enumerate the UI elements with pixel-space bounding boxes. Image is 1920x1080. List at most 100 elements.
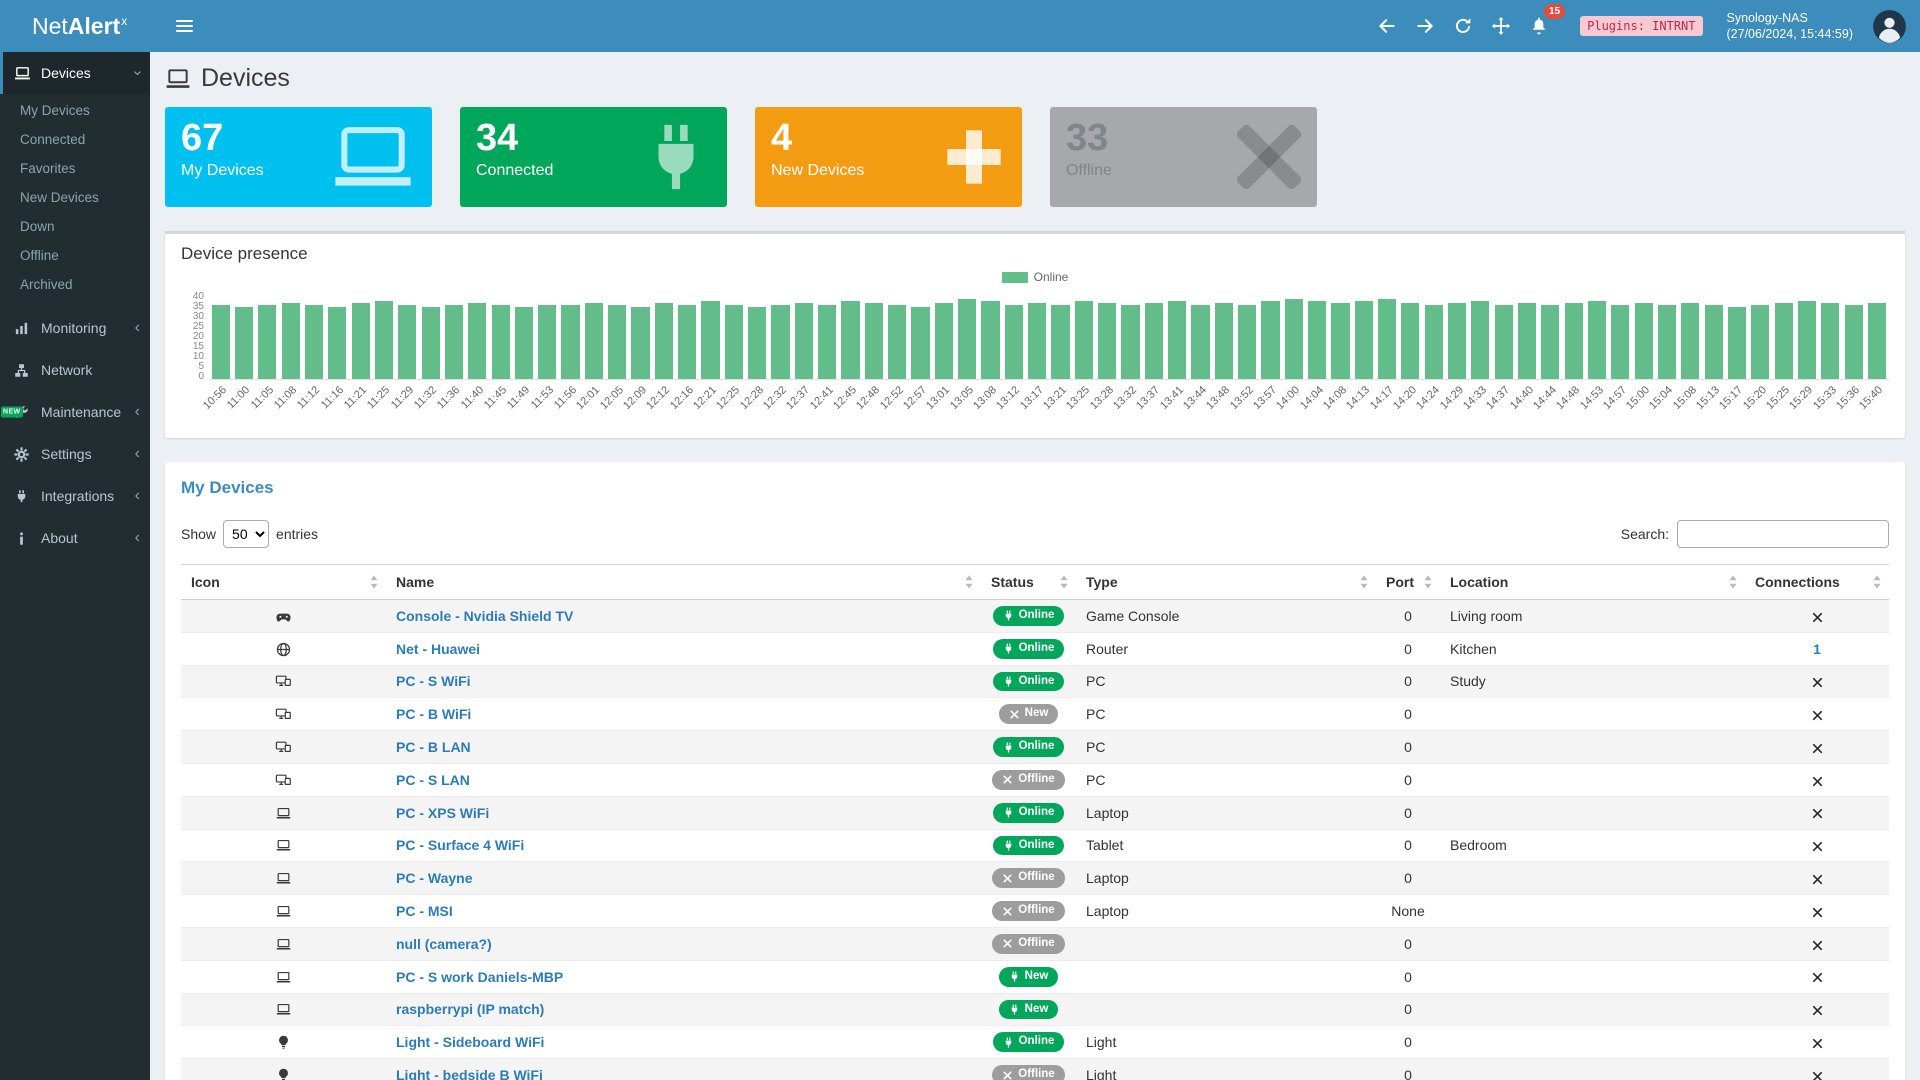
app-logo[interactable]: NetAlertx (0, 13, 150, 40)
column-header-port[interactable]: Port (1376, 564, 1440, 600)
column-header-name[interactable]: Name (386, 564, 981, 600)
hamburger-menu-icon[interactable] (170, 14, 199, 38)
status-badge: Online (992, 638, 1065, 659)
forward-arrow-icon[interactable] (1412, 13, 1438, 39)
device-name-link[interactable]: PC - S work Daniels-MBP (396, 968, 564, 985)
device-connections[interactable] (1745, 1059, 1889, 1080)
device-connections[interactable] (1745, 600, 1889, 633)
sidebar-item-label: Devices (41, 65, 91, 81)
chart-legend[interactable]: Online (181, 270, 1889, 284)
device-name-link[interactable]: Light - bedside B WiFi (396, 1067, 543, 1080)
device-connections[interactable] (1745, 698, 1889, 731)
sidebar-item-offline[interactable]: Offline (20, 248, 59, 263)
table-row[interactable]: PC - XPS WiFi Online Laptop 0 (181, 796, 1889, 830)
device-name-link[interactable]: PC - Wayne (396, 870, 473, 887)
table-row[interactable]: PC - S WiFi Online PC 0 Study (181, 665, 1889, 698)
device-name-link[interactable]: Light - Sideboard WiFi (396, 1034, 545, 1051)
device-name-link[interactable]: raspberrypi (IP match) (396, 1001, 545, 1018)
device-name-link[interactable]: PC - B WiFi (396, 706, 472, 723)
device-connections[interactable] (1745, 796, 1889, 829)
chart-bar: 11:08 (272, 292, 302, 411)
sidebar-item-archived[interactable]: Archived (20, 277, 73, 292)
table-row[interactable]: Light - Sideboard WiFi Online Light 0 (181, 1025, 1889, 1059)
stat-box-new-devices[interactable]: 4 New Devices (755, 107, 1022, 207)
device-connections[interactable] (1745, 862, 1889, 895)
sidebar-item-devices[interactable]: Devices ‹ (0, 52, 150, 94)
table-row[interactable]: PC - S work Daniels-MBP New 0 (181, 960, 1889, 993)
device-connections[interactable] (1745, 993, 1889, 1026)
notification-count-badge[interactable]: 15 (1544, 4, 1566, 19)
user-avatar[interactable] (1873, 9, 1906, 43)
table-row[interactable]: null (camera?) Offline 0 (181, 927, 1889, 961)
device-type-icon (274, 1033, 293, 1049)
device-name-link[interactable]: Console - Nvidia Shield TV (396, 607, 574, 624)
page-length-select[interactable]: 50 (223, 520, 270, 548)
sidebar-item-favorites[interactable]: Favorites (20, 161, 76, 176)
sidebar-item-about[interactable]: About ‹ (0, 517, 150, 559)
device-connections[interactable] (1745, 960, 1889, 993)
device-name-link[interactable]: PC - Surface 4 WiFi (396, 837, 525, 854)
sidebar-item-connected[interactable]: Connected (20, 132, 86, 147)
refresh-icon[interactable] (1450, 13, 1476, 39)
x-tick-label: 11:00 (225, 384, 253, 412)
search-input[interactable] (1677, 520, 1889, 548)
device-type: Game Console (1086, 607, 1180, 624)
sidebar-item-new-devices[interactable]: New Devices (20, 190, 99, 205)
column-header-icon[interactable]: Icon (181, 564, 386, 600)
device-name-link[interactable]: Net - Huawei (396, 640, 481, 657)
table-row[interactable]: PC - B LAN Online PC 0 (181, 730, 1889, 764)
device-port: 0 (1404, 837, 1412, 854)
back-arrow-icon[interactable] (1374, 13, 1400, 39)
device-connections[interactable] (1745, 829, 1889, 862)
column-header-status[interactable]: Status (981, 564, 1076, 600)
device-type-icon (274, 1066, 293, 1080)
column-header-location[interactable]: Location (1440, 564, 1745, 600)
table-row[interactable]: PC - MSI Offline Laptop None (181, 894, 1889, 928)
device-connections[interactable] (1745, 665, 1889, 698)
status-badge: Online (992, 737, 1065, 757)
device-presence-panel: Device presence Online 40 35 30 25 20 15 10 5 0 … (165, 231, 1905, 438)
move-arrows-icon[interactable] (1488, 13, 1514, 39)
table-row[interactable]: PC - S LAN Offline PC 0 (181, 763, 1889, 796)
sidebar-item-integrations[interactable]: Integrations ‹ (0, 475, 150, 517)
table-row[interactable]: PC - Wayne Offline Laptop 0 (181, 861, 1889, 895)
device-connections[interactable] (1745, 1026, 1889, 1059)
notifications-bell-icon[interactable]: 15 (1526, 4, 1566, 39)
table-row[interactable]: PC - B WiFi New PC 0 (181, 697, 1889, 731)
device-type-icon (274, 705, 293, 721)
table-row[interactable]: raspberrypi (IP match) New 0 (181, 993, 1889, 1026)
table-row[interactable]: Console - Nvidia Shield TV Online Game C… (181, 599, 1889, 633)
table-row[interactable]: Light - bedside B WiFi Offline Light 0 (181, 1058, 1889, 1080)
sidebar-item-maintenance[interactable]: NEW Maintenance ‹ (0, 391, 150, 433)
device-connections[interactable] (1745, 763, 1889, 796)
device-name-link[interactable]: PC - S WiFi (396, 673, 471, 690)
sidebar-item-my-devices[interactable]: My Devices (20, 103, 90, 118)
chart-bar: 14:08 (1321, 292, 1352, 412)
table-row[interactable]: Net - Huawei Online Router 0 Kitchen 1 (181, 632, 1889, 665)
sidebar-item-network[interactable]: Network (0, 349, 150, 391)
table-row[interactable]: PC - Surface 4 WiFi Online Tablet 0 Bedr… (181, 829, 1889, 862)
chart-bar: 11:36 (435, 292, 465, 411)
stat-box-my-devices[interactable]: 67 My Devices (165, 107, 432, 207)
device-connections[interactable]: 1 (1745, 632, 1889, 665)
sidebar-item-down[interactable]: Down (20, 219, 55, 234)
device-connections[interactable] (1745, 731, 1889, 764)
plugins-status-badge[interactable]: Plugins: INTRNT (1580, 16, 1703, 36)
stat-box-offline[interactable]: 33 Offline (1050, 107, 1317, 207)
sidebar-item-settings[interactable]: Settings ‹ (0, 433, 150, 475)
column-header-type[interactable]: Type (1076, 564, 1376, 600)
connections-count-link[interactable]: 1 (1813, 640, 1821, 657)
device-name-link[interactable]: PC - S LAN (396, 771, 470, 788)
stat-box-connected[interactable]: 34 Connected (460, 107, 727, 207)
device-name-link[interactable]: null (camera?) (396, 935, 492, 952)
device-connections[interactable] (1745, 927, 1889, 960)
device-connections[interactable] (1745, 895, 1889, 928)
sidebar-item-label: Integrations (41, 488, 115, 504)
device-name-link[interactable]: PC - XPS WiFi (396, 804, 490, 821)
device-name-link[interactable]: PC - B LAN (396, 739, 471, 756)
column-header-connections[interactable]: Connections (1745, 564, 1889, 600)
sidebar-item-monitoring[interactable]: Monitoring ‹ (0, 307, 150, 349)
chart-bar: 14:37 (1484, 292, 1515, 412)
chevron-left-icon: ‹ (134, 487, 140, 504)
device-name-link[interactable]: PC - MSI (396, 903, 453, 920)
